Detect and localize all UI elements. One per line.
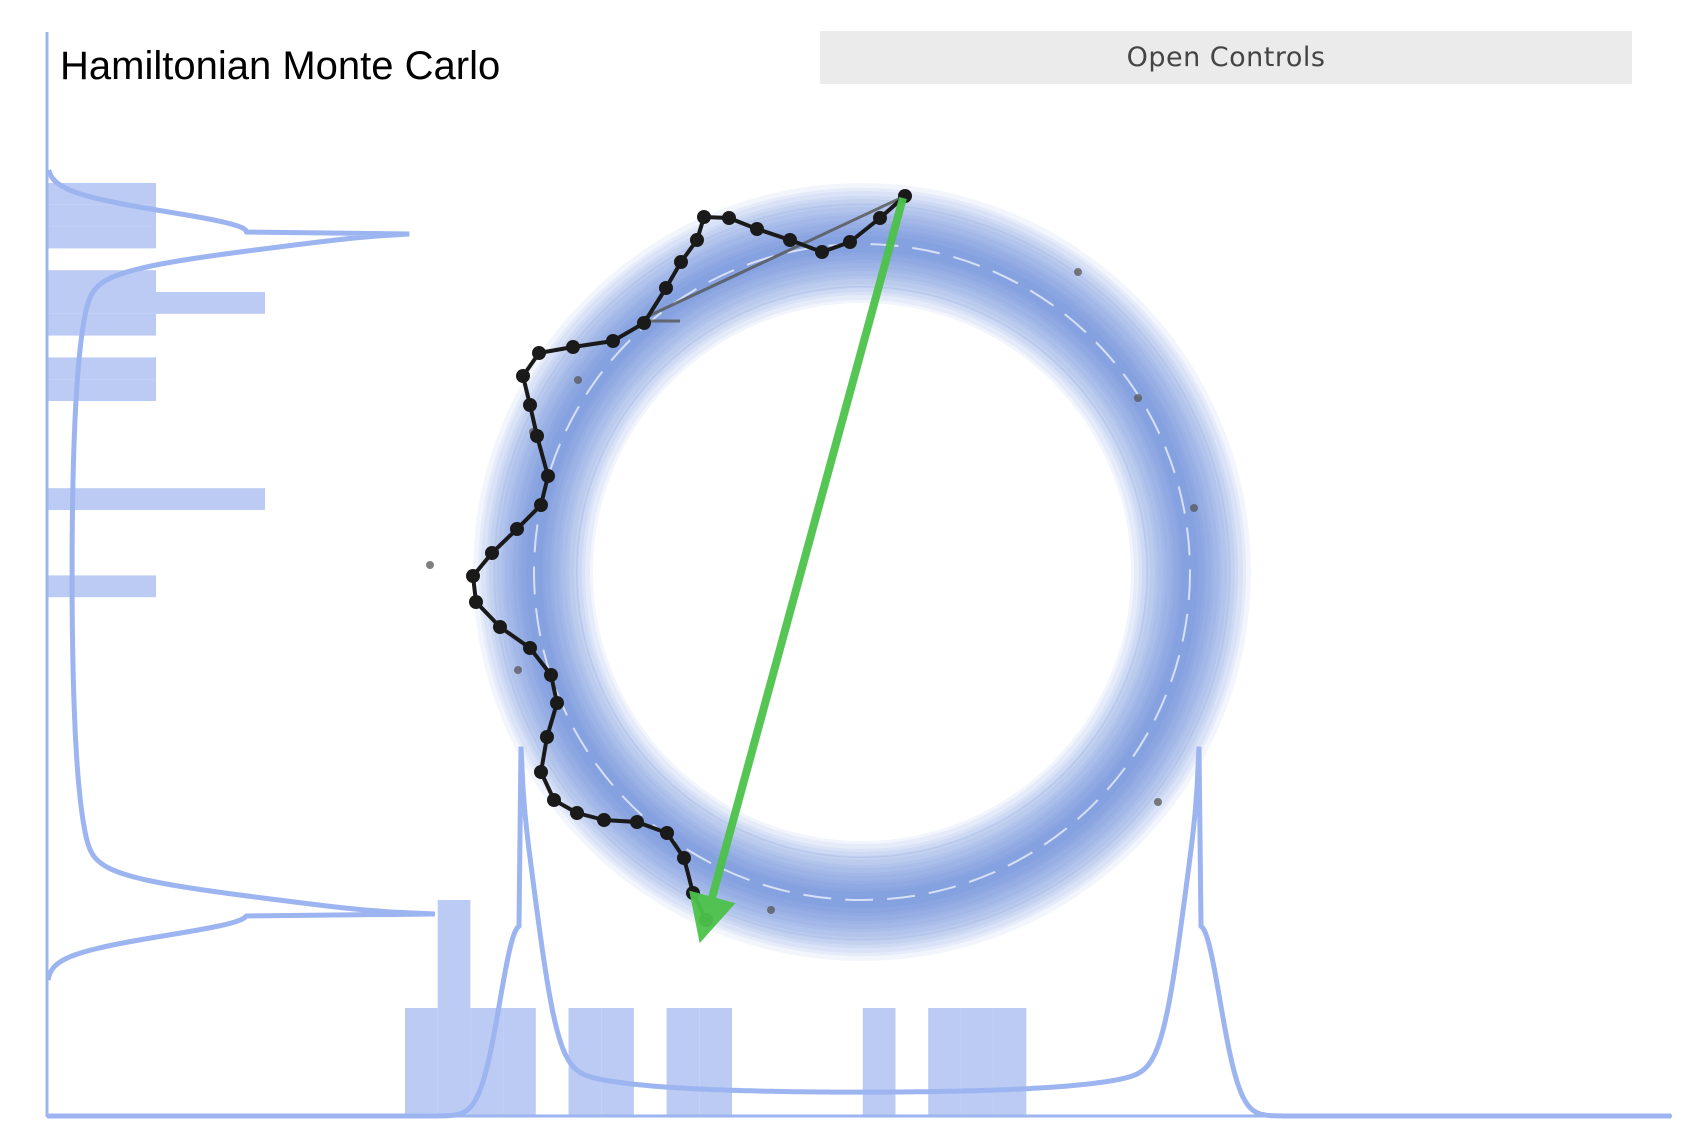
x-histogram-bar <box>405 1008 438 1116</box>
trajectory-point <box>606 334 620 348</box>
x-histogram-bar <box>666 1008 700 1116</box>
trajectory-point <box>637 316 651 330</box>
y-histogram-bar <box>47 226 156 249</box>
sample-point <box>426 561 434 569</box>
x-histogram-bar <box>928 1008 961 1116</box>
trajectory-point <box>540 730 554 744</box>
trajectory-point <box>660 826 674 840</box>
trajectory-point <box>534 765 548 779</box>
trajectory-point <box>783 233 797 247</box>
trajectory-point <box>544 668 558 682</box>
x-histogram-bar <box>993 1008 1027 1116</box>
sample-point <box>1154 798 1162 806</box>
open-controls-button[interactable]: Open Controls <box>820 31 1632 84</box>
trajectory-point <box>541 469 555 483</box>
sample-point <box>1074 268 1082 276</box>
sample-point <box>514 666 522 674</box>
y-histogram-bar <box>47 292 265 314</box>
trajectory-point <box>722 211 736 225</box>
x-histogram-bar <box>960 1008 994 1116</box>
x-histogram-bar <box>568 1008 602 1116</box>
y-marginal-curve <box>45 169 436 981</box>
y-histogram-bar <box>47 204 156 227</box>
trajectory-point <box>686 886 700 900</box>
y-histogram-bar <box>47 379 156 401</box>
previous-step-line <box>639 194 906 322</box>
proposal-arrow <box>689 196 907 944</box>
trajectory-point <box>532 346 546 360</box>
trajectory-point <box>523 398 537 412</box>
y-histogram-bar <box>47 313 156 336</box>
x-histogram-bar <box>601 1008 634 1116</box>
trajectory-point <box>523 641 537 655</box>
trajectory-point <box>547 793 561 807</box>
trajectory-point <box>570 806 584 820</box>
trajectory-point <box>485 546 499 560</box>
y-histogram-bar <box>47 575 156 598</box>
trajectory-point <box>750 222 764 236</box>
trajectory-point <box>659 281 673 295</box>
y-histogram-bar <box>47 488 265 510</box>
trajectory-point <box>690 233 704 247</box>
sample-point <box>1190 504 1198 512</box>
sample-point <box>574 376 582 384</box>
trajectory-point <box>493 620 507 634</box>
trajectory-point <box>466 569 480 583</box>
y-histogram-bar <box>47 357 156 380</box>
trajectory-point <box>630 815 644 829</box>
x-histogram-bar <box>862 1008 896 1116</box>
trajectory-point <box>677 851 691 865</box>
trajectory-point <box>550 696 564 710</box>
sample-point <box>767 906 775 914</box>
trajectory-point <box>843 235 857 249</box>
trajectory-point <box>566 340 580 354</box>
trajectory-point <box>873 211 887 225</box>
x-histogram-bar <box>699 1008 732 1116</box>
trajectory-point <box>530 429 544 443</box>
density-contour <box>533 243 1191 901</box>
target-density-ring <box>473 183 1251 961</box>
trajectory-point <box>510 522 524 536</box>
trajectory-point <box>815 245 829 259</box>
sample-point <box>1134 394 1142 402</box>
density-contour <box>493 203 1231 941</box>
trajectory-point <box>597 813 611 827</box>
trajectory-point <box>469 595 483 609</box>
page-title: Hamiltonian Monte Carlo <box>60 44 501 88</box>
trajectory-point <box>697 210 711 224</box>
density-contour <box>576 286 1148 858</box>
y-marginal-histogram <box>47 183 265 598</box>
trajectory-point <box>534 498 548 512</box>
trajectory-point <box>516 369 530 383</box>
x-histogram-bar <box>503 1008 536 1116</box>
trajectory-points <box>466 189 912 927</box>
y-histogram-bar <box>47 183 156 205</box>
trajectory-point <box>674 255 688 269</box>
x-histogram-bar <box>437 900 471 1116</box>
